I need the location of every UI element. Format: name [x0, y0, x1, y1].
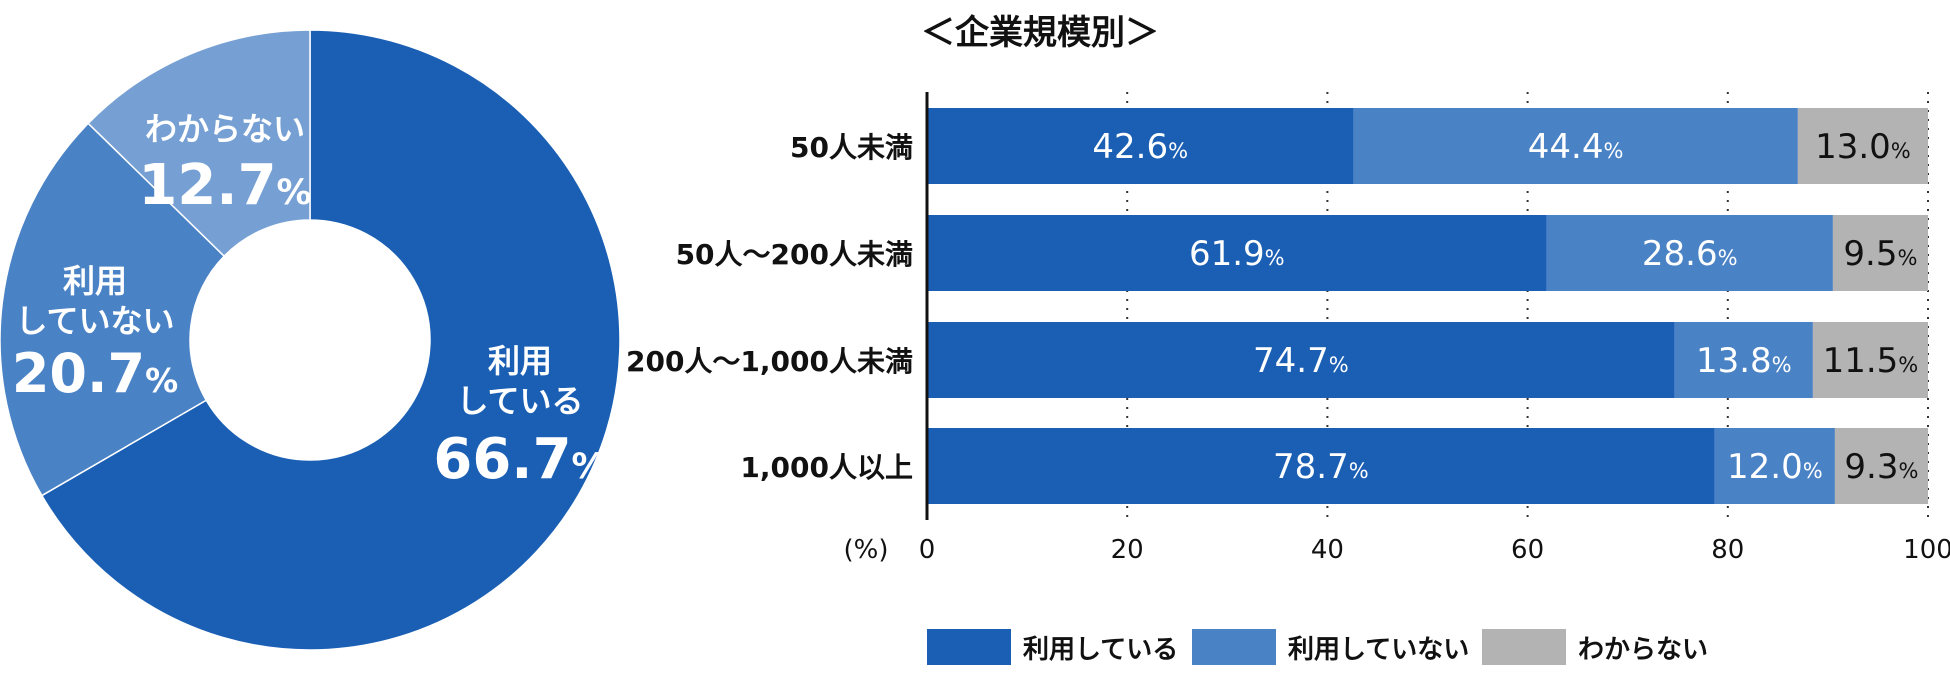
- bar-value-label: 13.8%: [1696, 341, 1792, 381]
- donut-slice-label: 利用: [63, 262, 127, 300]
- x-axis-label: (%): [844, 535, 889, 565]
- donut-slice-label: わからない: [145, 110, 305, 148]
- bar-segment: [1353, 108, 1798, 184]
- donut-slice: [40, 29, 621, 651]
- x-axis: 0 20 40 60 80 100 (%): [844, 92, 1950, 565]
- bar-value-label: 44.4%: [1528, 127, 1624, 167]
- x-tick-label: 40: [1311, 535, 1344, 565]
- x-tick-label: 100: [1903, 535, 1950, 565]
- bar-segment: [1812, 322, 1928, 398]
- donut-slice-value: 66.7%: [433, 427, 606, 492]
- bar-rows: 50人未満 42.6% 44.4% 13.0% 50人～200人未満 61.9% 28.6%…: [626, 108, 1928, 504]
- bar-segment: [1832, 215, 1928, 291]
- legend: 利用している 利用していない わからない: [927, 629, 1708, 665]
- bar-value-label: 78.7%: [1273, 447, 1369, 487]
- bar-chart-title: ＜企業規模別＞: [921, 13, 1159, 53]
- stacked-bar-chart: ＜企業規模別＞ 50人未満 42.6% 44.4% 13.0% 50人～200人未満 61…: [626, 13, 1950, 665]
- bar-value-label: 13.0%: [1815, 127, 1911, 167]
- legend-label: 利用していない: [1288, 635, 1469, 665]
- bar-value-label: 28.6%: [1642, 234, 1738, 274]
- bar-segment: [1714, 428, 1835, 504]
- bar-value-label: 74.7%: [1253, 341, 1349, 381]
- category-label: 200人～1,000人未満: [626, 345, 913, 378]
- bar-value-label: 9.3%: [1844, 447, 1918, 487]
- donut-slice-value: 20.7%: [12, 342, 178, 405]
- legend-swatch: [1482, 629, 1566, 665]
- donut-slice-label: している: [456, 382, 583, 420]
- legend-swatch: [1192, 629, 1276, 665]
- x-tick-label: 80: [1711, 535, 1744, 565]
- legend-swatch: [927, 629, 1011, 665]
- bar-value-label: 9.5%: [1843, 234, 1917, 274]
- category-label: 1,000人以上: [740, 451, 913, 484]
- bar-value-label: 12.0%: [1727, 447, 1823, 487]
- bar-segment: [1834, 428, 1928, 504]
- bar-segment: [927, 215, 1547, 291]
- bar-segment: [1797, 108, 1928, 184]
- bar-segment: [927, 322, 1675, 398]
- bar-segment: [1674, 322, 1813, 398]
- bar-segment: [1546, 215, 1833, 291]
- x-tick-label: 0: [919, 535, 936, 565]
- bar-value-label: 42.6%: [1092, 127, 1188, 167]
- x-tick-label: 20: [1111, 535, 1144, 565]
- category-label: 50人～200人未満: [676, 238, 913, 271]
- donut-slice-value: 12.7%: [138, 153, 311, 218]
- donut-slice-label: 利用: [488, 342, 552, 380]
- bar-value-label: 61.9%: [1189, 234, 1285, 274]
- category-label: 50人未満: [790, 131, 913, 164]
- legend-label: 利用している: [1023, 635, 1178, 665]
- donut-slice-label: していない: [15, 302, 174, 340]
- bar-value-label: 11.5%: [1823, 341, 1919, 381]
- donut-slice: [0, 122, 226, 497]
- legend-label: わからない: [1578, 635, 1708, 665]
- x-tick-label: 60: [1511, 535, 1544, 565]
- bar-segment: [927, 108, 1354, 184]
- donut-slice: [87, 29, 311, 258]
- bar-segment: [927, 428, 1715, 504]
